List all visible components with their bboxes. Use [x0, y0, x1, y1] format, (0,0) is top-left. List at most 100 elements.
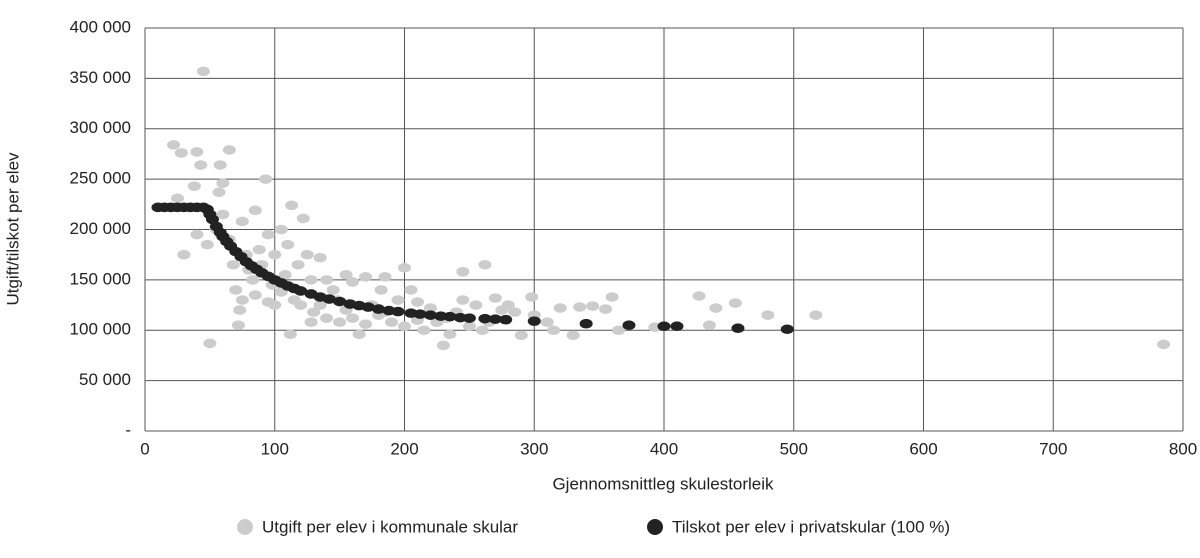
x-tick-label: 600: [909, 439, 937, 458]
scatter-point: [391, 295, 405, 305]
scatter-point: [304, 275, 318, 285]
scatter-point: [187, 181, 201, 191]
scatter-point: [246, 275, 260, 285]
scatter-point: [268, 249, 282, 260]
scatter-point: [391, 306, 405, 317]
scatter-point: [499, 314, 513, 325]
scatter-point: [307, 307, 321, 317]
scatter-point: [359, 319, 373, 330]
scatter-point: [436, 340, 450, 351]
scatter-point: [469, 300, 483, 310]
scatter-point: [200, 239, 214, 250]
scatter-point: [291, 259, 305, 270]
x-tick-label: 300: [520, 439, 548, 458]
scatter-point: [374, 285, 388, 295]
scatter-point: [761, 310, 775, 320]
scatter-point: [605, 292, 619, 302]
scatter-point: [657, 321, 671, 332]
scatter-point: [190, 229, 204, 240]
scatter-point: [404, 285, 418, 295]
legend-marker: [237, 519, 253, 535]
scatter-point: [248, 290, 262, 300]
scatter-point: [213, 160, 227, 170]
scatter-point: [579, 318, 593, 329]
scatter-point: [212, 187, 226, 198]
scatter-point: [233, 305, 247, 315]
y-tick-label: 150 000: [70, 269, 131, 288]
scatter-point: [423, 303, 437, 313]
scatter-point: [540, 317, 554, 327]
y-tick-label: 50 000: [79, 370, 131, 389]
scatter-point: [1157, 339, 1171, 350]
scatter-point: [216, 209, 230, 220]
scatter-point: [359, 272, 373, 282]
scatter-point: [231, 320, 245, 331]
x-tick-label: 200: [390, 439, 418, 458]
y-axis-title: Utgift/tilskot per elev: [3, 152, 22, 306]
scatter-point: [333, 296, 347, 307]
scatter-point: [456, 267, 470, 277]
scatter-point: [352, 329, 366, 340]
scatter-point: [525, 292, 539, 302]
scatter-point: [527, 316, 541, 326]
scatter-point: [361, 302, 375, 312]
scatter-point: [709, 303, 723, 313]
scatter-point: [410, 297, 424, 307]
scatter-point: [226, 259, 240, 270]
scatter-point: [333, 317, 347, 327]
scatter-point: [300, 249, 314, 260]
scatter-point: [235, 216, 249, 227]
scatter-point: [398, 321, 411, 332]
scatter-point: [413, 309, 427, 319]
scatter-point: [196, 66, 210, 77]
x-tick-label: 0: [140, 439, 149, 458]
scatter-point: [780, 324, 794, 335]
scatter-point: [372, 304, 386, 314]
y-tick-label: 100 000: [70, 320, 131, 339]
scatter-point: [478, 313, 492, 324]
scatter-point: [670, 321, 684, 332]
scatter-point: [702, 320, 716, 331]
scatter-point: [170, 193, 184, 204]
scatter-point: [378, 272, 392, 282]
scatter-point: [235, 295, 249, 305]
scatter-point: [203, 338, 217, 349]
scatter-point: [417, 325, 431, 336]
scatter-point: [456, 295, 470, 305]
y-tick-label: 400 000: [70, 17, 131, 36]
scatter-point: [283, 329, 297, 340]
scatter-point: [274, 224, 288, 235]
scatter-point: [514, 330, 528, 341]
scatter-point: [229, 285, 243, 295]
scatter-point: [488, 314, 502, 324]
scatter-point: [326, 285, 340, 295]
x-tick-label: 100: [261, 439, 289, 458]
scatter-point: [501, 300, 515, 310]
scatter-point: [731, 323, 745, 334]
scatter-point: [248, 205, 262, 216]
x-tick-label: 500: [780, 439, 808, 458]
y-tick-label: 300 000: [70, 118, 131, 137]
scatter-point: [177, 249, 191, 260]
scatter-point: [443, 311, 457, 322]
scatter-point: [296, 213, 310, 224]
scatter-point: [346, 277, 360, 287]
scatter-point: [222, 145, 236, 155]
scatter-point: [423, 310, 437, 320]
scatter-point: [547, 325, 561, 336]
scatter-point: [259, 174, 273, 184]
scatter-point: [320, 313, 334, 323]
scatter-point: [462, 313, 476, 323]
scatter-point: [313, 252, 327, 263]
legend-label: Tilskot per elev i privatskular (100 %): [672, 517, 950, 536]
scatter-point: [599, 304, 613, 314]
scatter-point: [190, 147, 204, 157]
scatter-point: [294, 300, 308, 310]
y-tick-label: -: [125, 420, 131, 439]
scatter-point: [475, 325, 489, 336]
scatter-point: [385, 317, 399, 327]
y-tick-label: 200 000: [70, 219, 131, 238]
scatter-point: [586, 301, 600, 311]
scatter-point: [268, 300, 282, 310]
